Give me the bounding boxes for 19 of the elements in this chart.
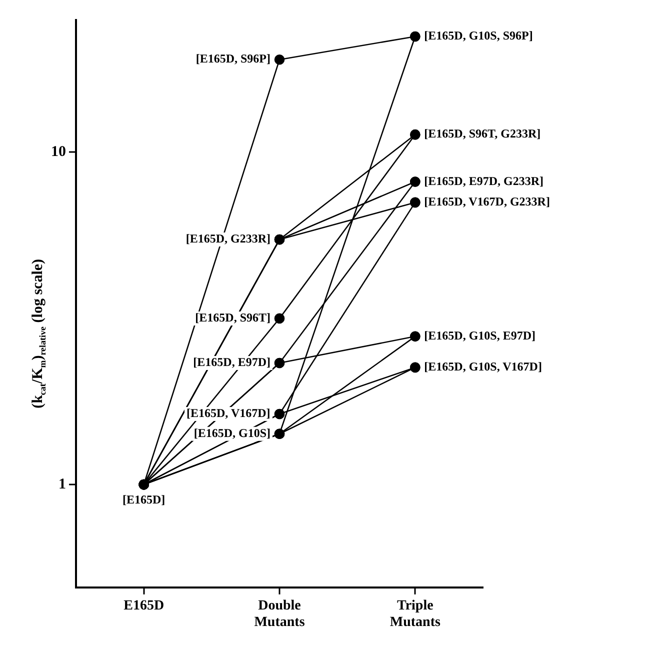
x-tick-label: Triple Mutants (390, 598, 441, 630)
y-tick-label: 1 (58, 476, 66, 492)
annotation: [E165D, E97D] (193, 355, 271, 370)
annotation: [E165D, G10S, E97D] (424, 328, 536, 343)
annotation: [E165D, V167D] (186, 406, 270, 420)
annotation: [E165D, G10S, S96P] (424, 28, 533, 43)
y-axis-title: (kcat/Km)relative (log scale) (30, 258, 48, 408)
x-tick-label: E165D (124, 598, 164, 614)
annotation: [E165D, E97D, G233R] (424, 174, 544, 188)
y-tick-label: 10 (51, 144, 66, 160)
annotation: [E165D, G10S] (194, 426, 271, 440)
x-tick-label: Double Mutants (254, 598, 306, 630)
annotation: [E165D, S96T] (195, 310, 271, 325)
annotation: [E165D, V167D, G233R] (424, 194, 550, 209)
annotation: [E165D, G10S, V167D] (424, 360, 542, 374)
annotation: [E165D, S96T, G233R] (424, 126, 541, 141)
annotation: [E165D, S96P] (196, 52, 271, 66)
annotation: [E165D, G233R] (186, 232, 271, 246)
annotation: [E165D] (122, 492, 166, 507)
